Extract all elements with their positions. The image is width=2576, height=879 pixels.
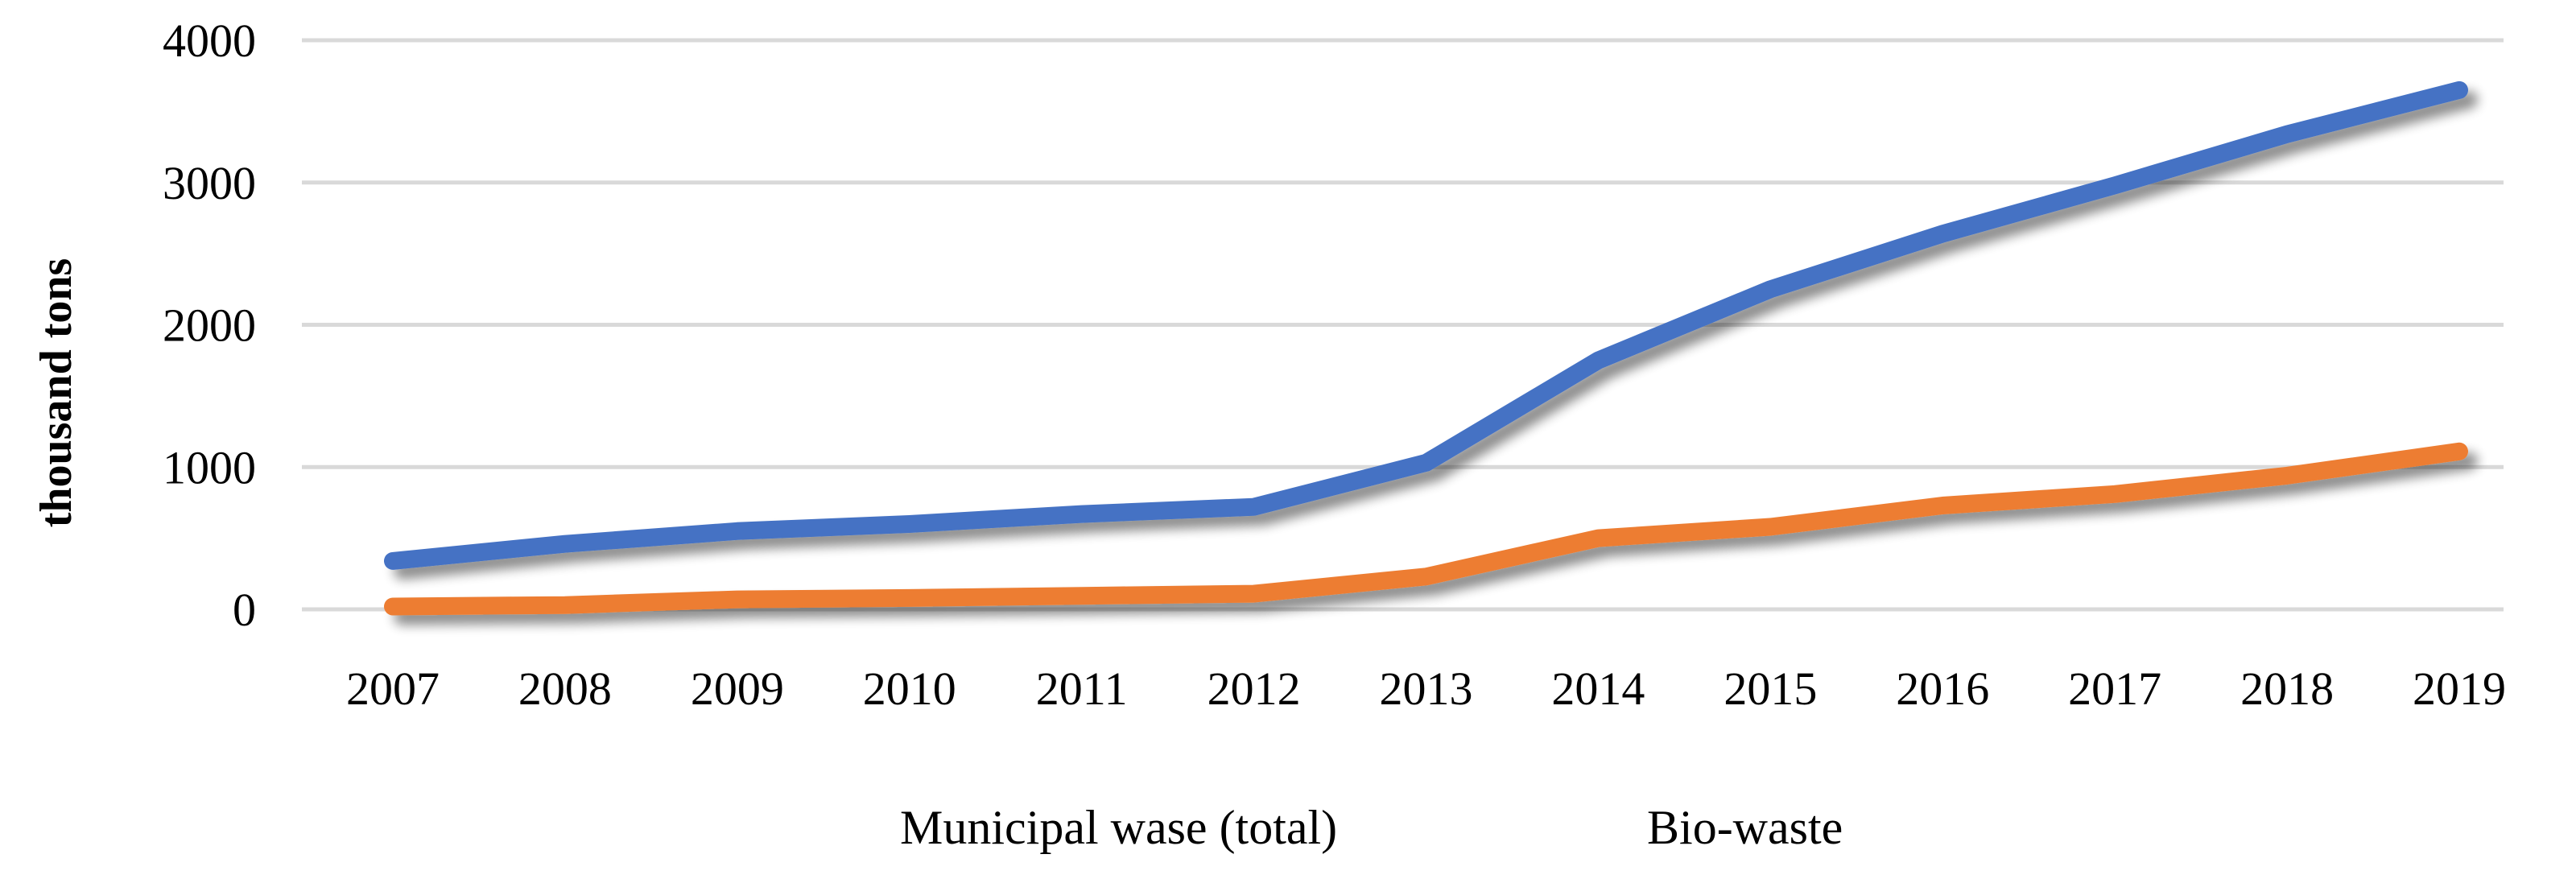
legend: Municipal wase (total) Bio-waste xyxy=(748,801,1843,854)
y-tick-label: 0 xyxy=(233,584,256,636)
x-tick-label: 2012 xyxy=(1208,662,1301,715)
y-axis-ticks: 0 1000 2000 3000 4000 xyxy=(163,14,256,636)
legend-item-municipal-waste: Municipal wase (total) xyxy=(748,801,1337,854)
legend-item-bio-waste: Bio-waste xyxy=(1496,801,1843,854)
x-tick-label: 2013 xyxy=(1380,662,1473,715)
y-tick-label: 2000 xyxy=(163,299,256,352)
x-tick-label: 2010 xyxy=(863,662,956,715)
series-line-bio-waste xyxy=(384,442,2468,616)
y-tick-label: 1000 xyxy=(163,441,256,493)
y-axis-title: thousand tons xyxy=(31,258,81,528)
series-lines xyxy=(384,80,2468,616)
y-tick-label: 4000 xyxy=(163,14,256,67)
series-line-municipal-waste xyxy=(384,80,2468,570)
gridlines xyxy=(302,38,2504,612)
legend-label: Municipal wase (total) xyxy=(900,801,1337,854)
x-tick-label: 2011 xyxy=(1036,662,1128,715)
x-tick-label: 2017 xyxy=(2068,662,2161,715)
x-tick-label: 2019 xyxy=(2413,662,2506,715)
x-tick-label: 2014 xyxy=(1551,662,1645,715)
legend-label: Bio-waste xyxy=(1647,801,1843,854)
x-tick-label: 2009 xyxy=(691,662,784,715)
x-tick-label: 2015 xyxy=(1724,662,1817,715)
x-tick-label: 2016 xyxy=(1896,662,1989,715)
x-tick-label: 2007 xyxy=(346,662,440,715)
x-axis-ticks: 2007 2008 2009 2010 2011 2012 2013 2014 2015 2016… xyxy=(346,662,2506,715)
x-tick-label: 2018 xyxy=(2240,662,2334,715)
y-tick-label: 3000 xyxy=(163,157,256,209)
x-tick-label: 2008 xyxy=(518,662,612,715)
